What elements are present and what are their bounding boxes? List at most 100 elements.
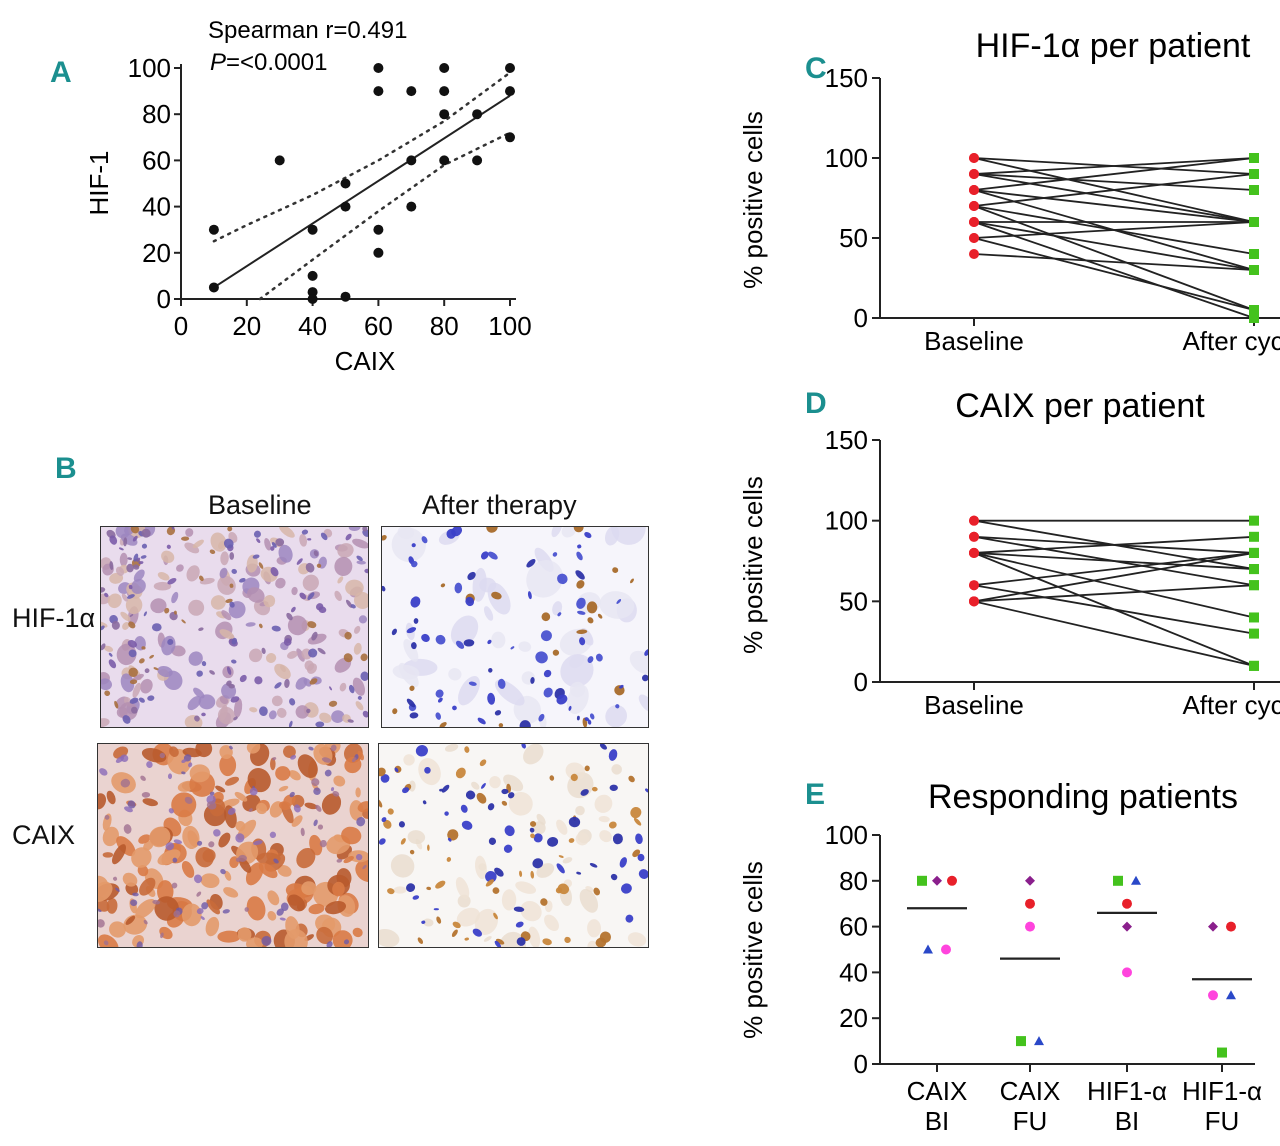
data-point (307, 287, 318, 298)
stroma-stain (392, 664, 420, 680)
nucleus-stain (406, 883, 416, 892)
nucleus-stain (398, 821, 405, 828)
cytoplasm-stain (302, 574, 319, 592)
nucleus-stain (621, 883, 632, 894)
nucleus-stain (132, 892, 139, 897)
nucleus-stain (208, 841, 215, 848)
nucleus-stain (609, 784, 618, 791)
after-point (1249, 313, 1259, 323)
cytoplasm-stain (181, 903, 202, 927)
nucleus-stain (608, 821, 617, 829)
cytoplasm-stain (192, 539, 204, 549)
nucleus-stain (196, 670, 203, 677)
data-point (406, 155, 417, 166)
nucleus-stain (343, 939, 350, 945)
cytoplasm-stain (357, 801, 368, 813)
stroma-stain (444, 744, 459, 752)
data-point (439, 109, 450, 120)
nucleus-stain (595, 653, 603, 662)
nucleus-stain (576, 580, 585, 589)
y-tick-label: 20 (142, 238, 171, 268)
nucleus-stain (290, 754, 297, 760)
cytoplasm-stain (353, 642, 362, 655)
nucleus-stain (289, 698, 296, 706)
data-point (406, 86, 417, 97)
nucleus-stain (455, 767, 466, 779)
y-tick-label: 20 (839, 1003, 868, 1033)
cytoplasm-stain (291, 586, 298, 596)
patient-line (973, 173, 1255, 191)
nucleus-stain (272, 757, 277, 761)
nucleus-stain (113, 876, 118, 881)
patient-line (973, 173, 1255, 207)
nucleus-stain (433, 908, 439, 911)
nucleus-stain (196, 908, 204, 915)
nucleus-stain (587, 656, 594, 663)
cytoplasm-stain (246, 744, 261, 754)
patient-line (973, 584, 1255, 603)
nucleus-stain (542, 938, 552, 946)
nucleus-stain (532, 858, 544, 869)
cytoplasm-stain (115, 566, 125, 577)
nucleus-stain (644, 649, 648, 656)
nucleus-stain (184, 796, 193, 804)
x-tick-label: 40 (298, 311, 327, 341)
after-point (1249, 547, 1259, 558)
nucleus-stain (103, 940, 109, 946)
stroma-stain (491, 631, 506, 649)
data-point (307, 224, 318, 235)
nucleus-stain (111, 620, 120, 630)
cytoplasm-stain (334, 590, 342, 601)
data-point (1208, 921, 1218, 932)
nucleus-stain (625, 914, 634, 923)
y-axis-label: % positive cells (738, 111, 768, 289)
cytoplasm-stain (296, 847, 316, 869)
nucleus-stain (547, 837, 559, 847)
cytoplasm-stain (142, 798, 158, 807)
nucleus-stain (300, 827, 305, 837)
cytoplasm-stain (217, 575, 236, 595)
stroma-stain (552, 601, 563, 616)
nucleus-stain (530, 677, 535, 684)
nucleus-stain (220, 868, 226, 875)
cytoplasm-stain (169, 746, 179, 757)
data-point (373, 247, 384, 258)
nucleus-stain (485, 870, 497, 883)
cytoplasm-stain (189, 764, 210, 783)
nucleus-stain (632, 849, 641, 858)
stroma-stain (475, 855, 487, 880)
nucleus-stain (465, 790, 476, 800)
nucleus-stain (619, 684, 624, 689)
nucleus-stain (552, 649, 560, 656)
nucleus-stain (638, 869, 648, 880)
nucleus-stain (635, 833, 643, 845)
nucleus-stain (130, 899, 138, 907)
nucleus-stain (172, 857, 178, 863)
nucleus-stain (576, 629, 588, 634)
stroma-stain (566, 684, 589, 714)
nucleus-stain (127, 800, 136, 809)
cytoplasm-stain (217, 930, 241, 943)
nucleus-stain (409, 712, 419, 719)
stroma-stain (523, 744, 544, 765)
nucleus-stain (206, 801, 217, 810)
x-tick-label: 20 (232, 311, 261, 341)
cytoplasm-stain (248, 648, 263, 663)
data-point (472, 109, 483, 120)
cytoplasm-stain (324, 900, 347, 915)
micrograph-hif-baseline (100, 526, 369, 728)
cytoplasm-stain (265, 653, 277, 663)
patient-line (973, 552, 1255, 603)
micrograph-caix-after (378, 743, 649, 948)
nucleus-stain (513, 906, 525, 912)
nucleus-stain (196, 891, 202, 897)
nucleus-stain (498, 723, 504, 727)
nucleus-stain (440, 583, 446, 588)
nucleus-stain (181, 536, 190, 541)
nucleus-stain (488, 837, 497, 845)
nucleus-stain (495, 938, 505, 945)
cytoplasm-stain (138, 834, 151, 844)
nucleus-stain (556, 694, 568, 705)
nucleus-stain (576, 715, 580, 721)
nucleus-stain (167, 773, 173, 780)
